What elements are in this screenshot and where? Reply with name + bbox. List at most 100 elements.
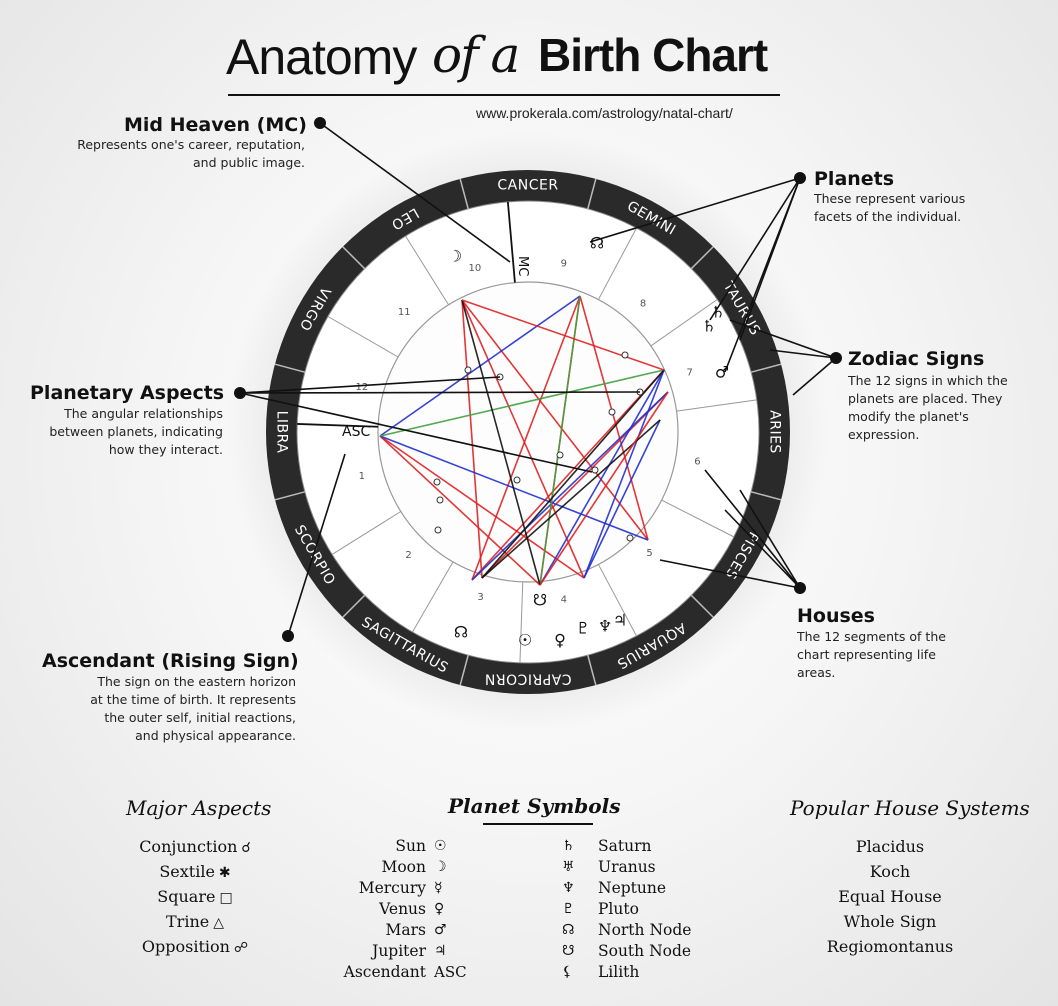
leader-line [739, 489, 801, 589]
houses-desc: The 12 segments of the chart representin… [797, 629, 946, 680]
planet-symbol-item: Saturn ♄ [562, 836, 732, 857]
leader-line [287, 453, 346, 637]
house-number: 10 [468, 263, 481, 274]
aspect-symbol-icon: △ [213, 915, 224, 931]
planet-name: South Node [598, 942, 692, 960]
aspect-marker [621, 351, 629, 359]
aspect-marker [433, 478, 441, 486]
aspect-line [539, 369, 665, 586]
planet-symbol-item: Uranus ♅ [562, 857, 732, 878]
aspect-line [471, 369, 665, 581]
aspect-line [481, 419, 661, 579]
sign-label-cancer: CANCER [497, 178, 558, 194]
aspect-line [471, 295, 581, 581]
sign-divider [342, 246, 366, 270]
aspect-marker [556, 451, 564, 459]
mars-icon: ♂ [715, 363, 729, 382]
leader-line [739, 177, 801, 341]
sign-divider [459, 178, 469, 210]
aspect-name: Square [157, 887, 216, 906]
planet-symbol-item: Ascendant ASC [300, 962, 472, 983]
aspect-line [539, 391, 669, 586]
leader-dot [830, 352, 842, 364]
house-numbers: 10 9 8 7 6 5 4 3 2 1 12 11 [355, 258, 700, 605]
source-url: www.prokerala.com/astrology/natal-chart/ [476, 105, 733, 121]
planet-symbol-item: Sun ☉ [300, 836, 472, 857]
saturn-icon: ♄ [702, 317, 716, 336]
aspect-item: Trine △ [100, 909, 290, 934]
aspects-desc: The angular relationships between planet… [49, 406, 223, 457]
planet-name: Neptune [598, 879, 667, 897]
sign-divider [459, 654, 469, 686]
planet-symbol-item: Jupiter ♃ [300, 941, 472, 962]
planet-symbols-right: Saturn ♄ Uranus ♅ Neptune ♆ Pluto ♇ North Node ☊ S… [562, 836, 732, 983]
aspect-name: Opposition [141, 937, 230, 956]
house-cusp-line [597, 227, 637, 300]
house-number: 2 [405, 550, 411, 561]
neptune-icon: ♆ [598, 617, 612, 636]
house-number: 9 [561, 258, 567, 269]
house-system-item: Placidus [855, 837, 925, 856]
aspect-name: Conjunction [139, 837, 238, 856]
planets-desc: These represent various facets of the in… [814, 191, 966, 224]
sign-label-capricorn: CAPRICORN [484, 671, 571, 687]
title-birth-chart: Birth Chart [538, 29, 768, 81]
aspect-line [461, 299, 649, 541]
aspect-name: Sextile [159, 862, 215, 881]
aspect-line [481, 391, 669, 579]
house-ring-border [296, 200, 760, 664]
aspect-marker [436, 496, 444, 504]
planet-symbol-icon: ☋ [562, 943, 575, 959]
planet-name: Saturn [598, 837, 652, 855]
leader-lines [234, 117, 842, 642]
leader-line [239, 392, 593, 473]
planet-symbol-item: South Node ☋ [562, 941, 732, 962]
sign-divider [587, 178, 597, 210]
planet-symbol-item: Mars ♂ [300, 920, 472, 941]
house-number: 8 [640, 299, 646, 310]
sign-dividers [274, 178, 782, 686]
aspect-marker [608, 408, 616, 416]
leader-line [239, 376, 501, 394]
leader-line [319, 122, 511, 263]
page-title: Anatomy of a Birth Chart www.prokerala.c… [0, 20, 1058, 121]
leader-line [704, 469, 801, 589]
sign-divider [587, 654, 597, 686]
house-number: 1 [359, 471, 365, 482]
aspect-line [481, 369, 665, 579]
house-number: 5 [646, 548, 652, 559]
moon-icon: ☽ [448, 247, 462, 266]
asc-label: ASC [342, 424, 370, 440]
sign-label-aries: ARIES [767, 410, 783, 454]
ascendant-title: Ascendant (Rising Sign) [42, 650, 299, 672]
house-systems-list: Placidus Koch Equal House Whole Sign Regiomo… [790, 834, 990, 959]
leader-line [589, 177, 801, 243]
aspect-symbol-icon: □ [219, 890, 233, 906]
planet-name: Lilith [598, 963, 640, 981]
leader-dot [234, 387, 246, 399]
planet-symbol-item: Mercury ☿ [300, 878, 472, 899]
leader-line [659, 559, 801, 589]
house-system-item: Whole Sign [843, 912, 937, 931]
asc-axis [297, 423, 379, 428]
sign-divider [750, 363, 782, 373]
south-node-icon: ☋ [533, 591, 547, 610]
north-node-icon: ☊ [590, 234, 604, 253]
house-number: 7 [686, 368, 692, 379]
leader-line [239, 391, 641, 394]
sun-icon: ☉ [518, 631, 532, 650]
leader-line [724, 509, 801, 589]
house-cusp-line [597, 564, 637, 637]
house-cusp-line [327, 316, 399, 358]
planet-symbol-item: Neptune ♆ [562, 878, 732, 899]
leader-dot [794, 582, 806, 594]
planet-symbol-item: Pluto ♇ [562, 899, 732, 920]
planet-symbol-icon: ♅ [562, 859, 575, 875]
planet-symbol-icon: ASC [434, 963, 467, 981]
title-of-a: of a [432, 26, 520, 84]
midheaven-title: Mid Heaven (MC) [124, 114, 307, 136]
leader-line [769, 349, 837, 359]
planets-title: Planets [814, 168, 895, 190]
planet-name: Mercury [358, 879, 426, 897]
